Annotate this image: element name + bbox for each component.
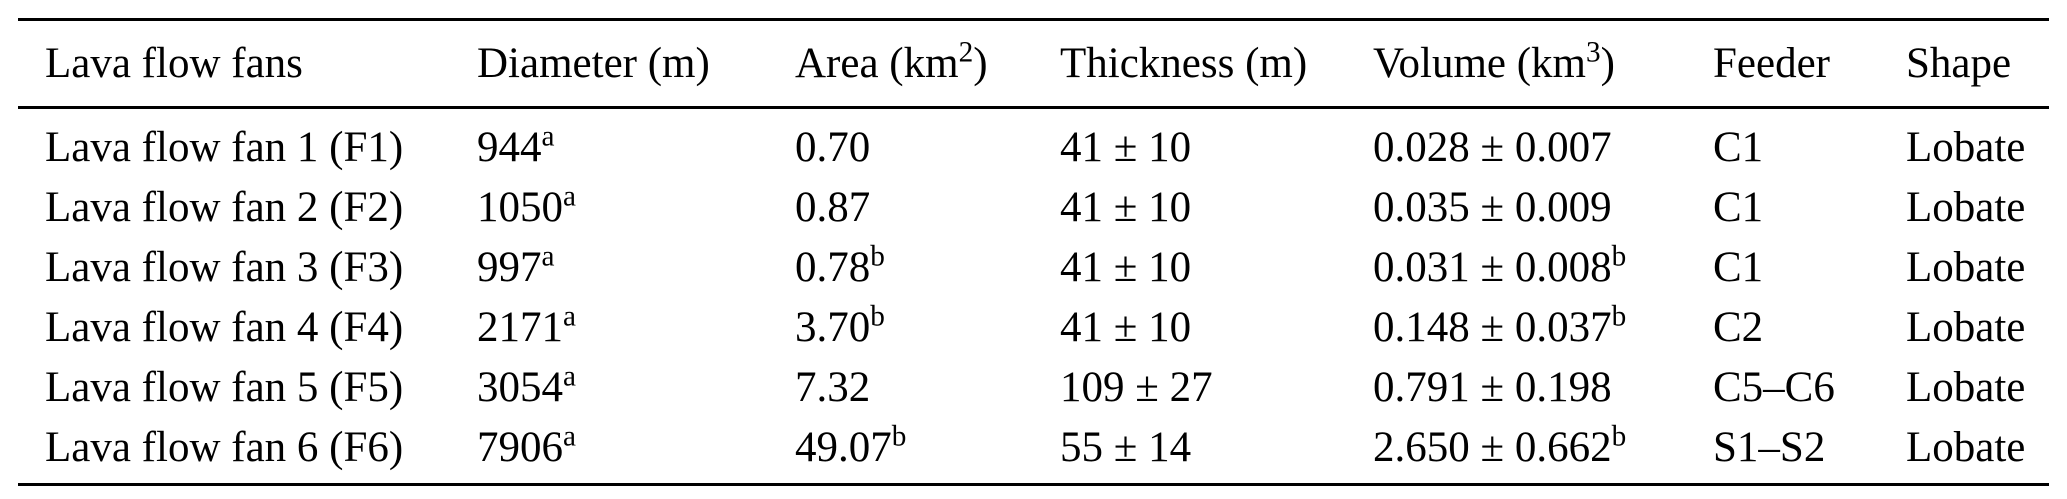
cell-thickness: 41 ± 10 — [1060, 123, 1192, 171]
note-marker: a — [563, 300, 576, 333]
cell-fan-name: Lava flow fan 4 (F4) — [45, 303, 404, 351]
cell-feeder: C2 — [1713, 303, 1764, 351]
cell-shape: Lobate — [1906, 423, 2026, 471]
cell-diameter: 2171a — [477, 300, 576, 351]
cell-fan-name: Lava flow fan 6 (F6) — [45, 423, 404, 471]
cell-shape: Lobate — [1906, 363, 2026, 411]
table-row: Lava flow fan 6 (F6) 7906a 49.07b 55 ± 1… — [18, 417, 2049, 485]
note-marker: b — [1611, 300, 1627, 333]
note-marker: a — [563, 420, 576, 453]
note-marker: a — [563, 360, 576, 393]
cell-volume: 0.148 ± 0.037b — [1373, 300, 1627, 351]
note-marker: b — [870, 300, 885, 333]
header-volume: Volume (km3) — [1373, 19, 1713, 109]
table-row: Lava flow fan 3 (F3) 997a 0.78b 41 ± 10 … — [18, 237, 2049, 297]
note-marker: b — [870, 240, 885, 273]
header-lava-flow-fans: Lava flow fans — [18, 19, 477, 109]
cell-thickness: 41 ± 10 — [1060, 303, 1192, 351]
cell-volume: 0.028 ± 0.007 — [1373, 123, 1612, 171]
note-marker: b — [1611, 240, 1627, 273]
cell-feeder: S1–S2 — [1713, 423, 1826, 471]
cell-diameter: 7906a — [477, 420, 576, 471]
table-row: Lava flow fan 5 (F5) 3054a 7.32 109 ± 27… — [18, 357, 2049, 417]
header-thickness: Thickness (m) — [1060, 19, 1373, 109]
cell-shape: Lobate — [1906, 303, 2026, 351]
cell-area: 49.07b — [795, 420, 907, 471]
note-marker: a — [563, 180, 576, 213]
cell-diameter: 944a — [477, 120, 555, 171]
cell-volume: 2.650 ± 0.662b — [1373, 420, 1627, 471]
cell-feeder: C5–C6 — [1713, 363, 1835, 411]
header-diameter: Diameter (m) — [477, 19, 795, 109]
header-superscript: 3 — [1586, 36, 1601, 69]
table-row: Lava flow fan 1 (F1) 944a 0.70 41 ± 10 0… — [18, 108, 2049, 178]
cell-area: 0.70 — [795, 123, 871, 171]
cell-area: 7.32 — [795, 363, 871, 411]
table-header-row: Lava flow fans Diameter (m) Area (km2) T… — [18, 19, 2049, 109]
cell-fan-name: Lava flow fan 2 (F2) — [45, 183, 404, 231]
cell-fan-name: Lava flow fan 3 (F3) — [45, 243, 404, 291]
cell-diameter: 3054a — [477, 360, 576, 411]
cell-fan-name: Lava flow fan 1 (F1) — [45, 123, 404, 171]
table-row: Lava flow fan 2 (F2) 1050a 0.87 41 ± 10 … — [18, 177, 2049, 237]
cell-thickness: 109 ± 27 — [1060, 363, 1213, 411]
cell-volume: 0.031 ± 0.008b — [1373, 240, 1627, 291]
cell-area: 3.70b — [795, 300, 885, 351]
cell-thickness: 41 ± 10 — [1060, 183, 1192, 231]
cell-area: 0.87 — [795, 183, 871, 231]
note-marker: a — [541, 240, 555, 273]
cell-fan-name: Lava flow fan 5 (F5) — [45, 363, 404, 411]
cell-volume: 0.791 ± 0.198 — [1373, 363, 1612, 411]
header-superscript: 2 — [958, 36, 974, 69]
note-marker: b — [891, 420, 907, 453]
header-shape: Shape — [1906, 19, 2049, 109]
cell-feeder: C1 — [1713, 243, 1764, 291]
header-area: Area (km2) — [795, 19, 1060, 109]
cell-feeder: C1 — [1713, 183, 1764, 231]
cell-diameter: 1050a — [477, 180, 576, 231]
lava-flow-fans-table: Lava flow fans Diameter (m) Area (km2) T… — [18, 18, 2049, 486]
cell-thickness: 41 ± 10 — [1060, 243, 1192, 291]
table-row: Lava flow fan 4 (F4) 2171a 3.70b 41 ± 10… — [18, 297, 2049, 357]
cell-shape: Lobate — [1906, 243, 2026, 291]
cell-thickness: 55 ± 14 — [1060, 423, 1192, 471]
cell-shape: Lobate — [1906, 183, 2026, 231]
cell-feeder: C1 — [1713, 123, 1764, 171]
cell-area: 0.78b — [795, 240, 885, 291]
note-marker: b — [1611, 420, 1627, 453]
cell-diameter: 997a — [477, 240, 555, 291]
cell-shape: Lobate — [1906, 123, 2026, 171]
header-feeder: Feeder — [1713, 19, 1906, 109]
note-marker: a — [541, 120, 555, 153]
cell-volume: 0.035 ± 0.009 — [1373, 183, 1612, 231]
